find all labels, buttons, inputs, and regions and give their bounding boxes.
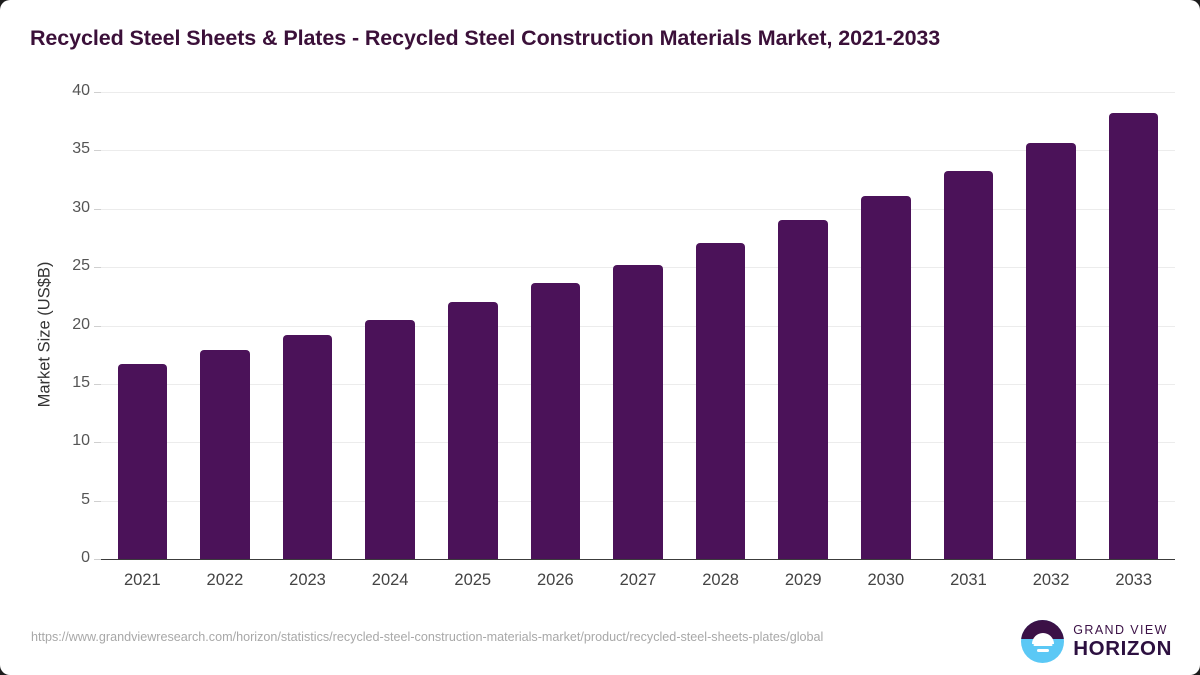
y-tick-label: 30 (72, 198, 90, 216)
bar-slot (447, 92, 498, 559)
y-tick-label: 0 (81, 549, 90, 566)
y-tick-label: 40 (72, 82, 90, 99)
bar[interactable] (613, 264, 663, 559)
y-tick-mark (94, 442, 101, 444)
x-tick-label: 2031 (950, 571, 987, 589)
y-tick-label: 5 (81, 490, 90, 508)
brand-logo: GRAND VIEW HORIZON (1021, 620, 1172, 663)
bar[interactable] (1026, 143, 1076, 559)
bar[interactable] (200, 350, 250, 559)
bar-slot (943, 92, 994, 559)
y-tick-mark (94, 559, 101, 560)
bar[interactable] (1108, 113, 1159, 559)
logo-sky (1021, 620, 1065, 640)
bar-slot (530, 92, 581, 559)
x-tick-label: 2029 (784, 571, 822, 589)
x-tick-label: 2026 (537, 571, 574, 589)
x-tick-label: 2027 (619, 571, 657, 589)
bar[interactable] (117, 364, 168, 559)
y-tick-label: 10 (72, 432, 90, 450)
logo-line-lower (1036, 649, 1049, 652)
bar[interactable] (778, 220, 828, 559)
y-tick-mark (94, 267, 101, 269)
x-tick-label: 2025 (454, 571, 492, 589)
logo-bottom-text: HORIZON (1073, 637, 1172, 660)
x-tick-label: 2023 (289, 571, 326, 589)
x-tick-label: 2022 (206, 571, 244, 589)
bar-slot (1108, 92, 1159, 559)
x-tick-label: 2028 (702, 571, 739, 589)
bar-slot (695, 92, 746, 559)
bar[interactable] (695, 242, 746, 559)
bar-slot (861, 92, 911, 559)
bar-slot (200, 92, 250, 559)
y-tick-mark (94, 500, 101, 502)
logo-wordmark: GRAND VIEW HORIZON (1073, 622, 1172, 660)
bar-slot (1026, 92, 1076, 559)
page-title: Recycled Steel Sheets & Plates - Recycle… (30, 26, 941, 50)
x-tick-label: 2030 (867, 571, 905, 589)
x-tick-label: 2024 (371, 571, 409, 589)
x-tick-label: 2032 (1032, 571, 1070, 589)
gridline (101, 92, 1175, 93)
bar-slot (117, 92, 168, 559)
source-url[interactable]: https://www.grandviewresearch.com/horizo… (31, 630, 824, 644)
logo-dome-shape (1031, 632, 1054, 644)
bar-slot (613, 92, 663, 559)
bar-slot (365, 92, 415, 559)
bar[interactable] (365, 319, 415, 559)
horizon-sun-icon (1021, 620, 1065, 663)
x-axis-line (101, 558, 1175, 560)
gridline (101, 208, 1175, 210)
y-tick-label: 15 (72, 373, 90, 391)
y-tick-mark (94, 208, 101, 210)
bar[interactable] (943, 171, 994, 559)
y-tick-mark (94, 325, 101, 327)
y-tick-label: 25 (72, 257, 90, 275)
bar[interactable] (530, 283, 581, 559)
y-tick-mark (94, 92, 101, 93)
x-tick-label: 2033 (1115, 571, 1153, 589)
bar[interactable] (282, 334, 333, 559)
logo-line-upper (1033, 644, 1053, 647)
y-tick-mark (94, 383, 101, 385)
bar[interactable] (447, 302, 498, 559)
bar-slot (282, 92, 333, 559)
y-tick-label: 35 (72, 140, 90, 158)
y-tick-mark (94, 150, 101, 152)
bar-slot (778, 92, 828, 559)
bar[interactable] (861, 195, 911, 559)
x-tick-label: 2021 (123, 571, 161, 589)
gridline (101, 150, 1175, 152)
y-tick-label: 20 (72, 315, 90, 333)
logo-top-text: GRAND VIEW (1073, 622, 1168, 637)
bar-series (101, 92, 1175, 559)
